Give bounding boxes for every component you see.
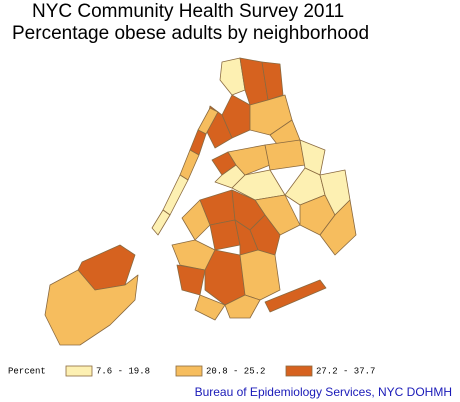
legend: Percent 7.6 - 19.8 20.8 - 25.2 27.2 - 37…	[8, 365, 375, 377]
subtitle: Percentage obese adults by neighborhood	[12, 23, 369, 44]
legend-label: Percent	[8, 366, 46, 376]
legend-entry: 27.2 - 37.7	[316, 366, 375, 376]
legend-swatch	[285, 365, 313, 377]
neighborhood	[204, 249, 246, 306]
neighborhood	[44, 269, 139, 346]
neighborhood	[194, 294, 226, 321]
neighborhood	[151, 209, 171, 236]
legend-entry: 7.6 - 19.8	[96, 366, 150, 376]
neighborhood	[219, 57, 246, 96]
neighborhood	[227, 144, 271, 176]
neighborhood	[264, 139, 306, 171]
neighborhood	[239, 249, 281, 301]
legend-swatch	[175, 365, 203, 377]
legend-swatch	[65, 365, 93, 377]
neighborhood	[224, 294, 261, 319]
neighborhood	[221, 94, 251, 139]
legend-entry: 20.8 - 25.2	[206, 366, 265, 376]
title: NYC Community Health Survey 2011	[32, 1, 344, 22]
map	[44, 57, 357, 346]
neighborhood	[264, 279, 327, 313]
neighborhood	[261, 61, 284, 101]
neighborhood	[176, 264, 206, 296]
source: Bureau of Epidemiology Services, NYC DOH…	[195, 385, 452, 399]
neighborhood	[179, 149, 200, 181]
neighborhood	[319, 199, 357, 256]
neighborhood	[162, 174, 189, 216]
